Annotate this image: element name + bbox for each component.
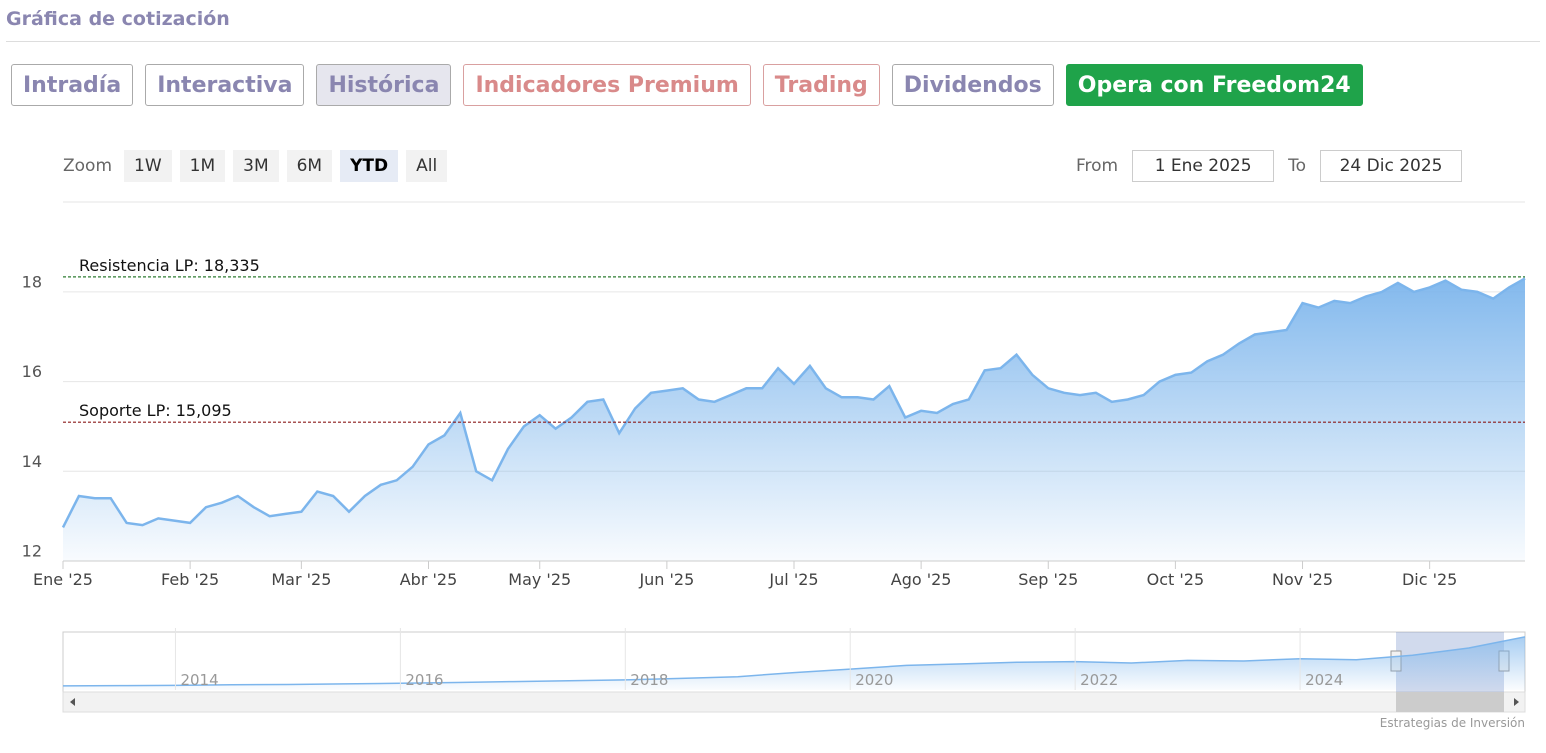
zoom-button[interactable]: 1M bbox=[179, 150, 226, 182]
nav-label: 2022 bbox=[1080, 671, 1118, 689]
nav-label: 2018 bbox=[630, 671, 668, 689]
x-tick-label: Dic '25 bbox=[1402, 570, 1457, 589]
line bbox=[62, 636, 1526, 687]
line bbox=[61, 277, 1526, 528]
divider bbox=[6, 41, 1540, 42]
nav-label: 2016 bbox=[405, 671, 443, 689]
area bbox=[63, 278, 1525, 561]
x-tick-label: Ago '25 bbox=[891, 570, 952, 589]
cta-button[interactable]: Opera con Freedom24 bbox=[1065, 64, 1363, 106]
x-tick-label: Ene '25 bbox=[33, 570, 93, 589]
x-tick-label: Abr '25 bbox=[400, 570, 458, 589]
level-label: Resistencia LP: 18,335 bbox=[79, 256, 260, 275]
x-tick-label: Nov '25 bbox=[1272, 570, 1333, 589]
from-input[interactable]: 1 Ene 2025 bbox=[1132, 150, 1275, 182]
zoom-button[interactable]: YTD bbox=[340, 150, 399, 182]
zoom-button[interactable]: All bbox=[406, 150, 448, 182]
tab[interactable]: Trading bbox=[762, 64, 880, 106]
zoom-button[interactable]: 1W bbox=[124, 150, 172, 182]
y-tick-label: 12 bbox=[22, 542, 42, 561]
scrollbar[interactable] bbox=[62, 691, 1526, 713]
zoom: Zoom 1W 1M 3M 6M YTD All bbox=[63, 150, 448, 182]
x-tick-label: Jun '25 bbox=[638, 570, 694, 589]
tab[interactable]: Histórica bbox=[316, 64, 452, 106]
x-tick-label: May '25 bbox=[508, 570, 571, 589]
range: From 1 Ene 2025 To 24 Dic 2025 bbox=[1076, 150, 1476, 182]
tab[interactable]: Indicadores Premium bbox=[463, 64, 751, 106]
x-tick-label: Jul '25 bbox=[768, 570, 818, 589]
y-tick-label: 14 bbox=[22, 452, 42, 471]
credit: Estrategias de Inversión bbox=[1380, 716, 1525, 730]
y-tick-label: 16 bbox=[22, 362, 42, 381]
x-tick-label: Feb '25 bbox=[161, 570, 219, 589]
tabs: Intradía Interactiva Histórica Indicadores … bbox=[11, 64, 1363, 106]
level-label: Soporte LP: 15,095 bbox=[79, 401, 232, 420]
title: Gráfica de cotización bbox=[6, 8, 230, 30]
area bbox=[63, 636, 1525, 690]
nav-label: 2020 bbox=[855, 671, 893, 689]
zoom-button[interactable]: 3M bbox=[233, 150, 279, 182]
y-tick-label: 18 bbox=[22, 272, 42, 291]
x-tick-label: Mar '25 bbox=[271, 570, 331, 589]
tab[interactable]: Dividendos bbox=[891, 64, 1054, 106]
tab[interactable]: Intradía bbox=[11, 64, 134, 106]
nav-label: 2024 bbox=[1305, 671, 1343, 689]
to-label: To bbox=[1288, 156, 1307, 176]
from-label: From bbox=[1076, 156, 1119, 176]
zoom-label: Zoom bbox=[63, 156, 113, 176]
x-tick-label: Sep '25 bbox=[1018, 570, 1078, 589]
tab[interactable]: Interactiva bbox=[145, 64, 305, 106]
nav-label: 2014 bbox=[180, 671, 218, 689]
zoom-button[interactable]: 6M bbox=[286, 150, 333, 182]
scroll-thumb[interactable] bbox=[1396, 692, 1504, 712]
x-tick-label: Oct '25 bbox=[1147, 570, 1205, 589]
to-input[interactable]: 24 Dic 2025 bbox=[1320, 150, 1463, 182]
